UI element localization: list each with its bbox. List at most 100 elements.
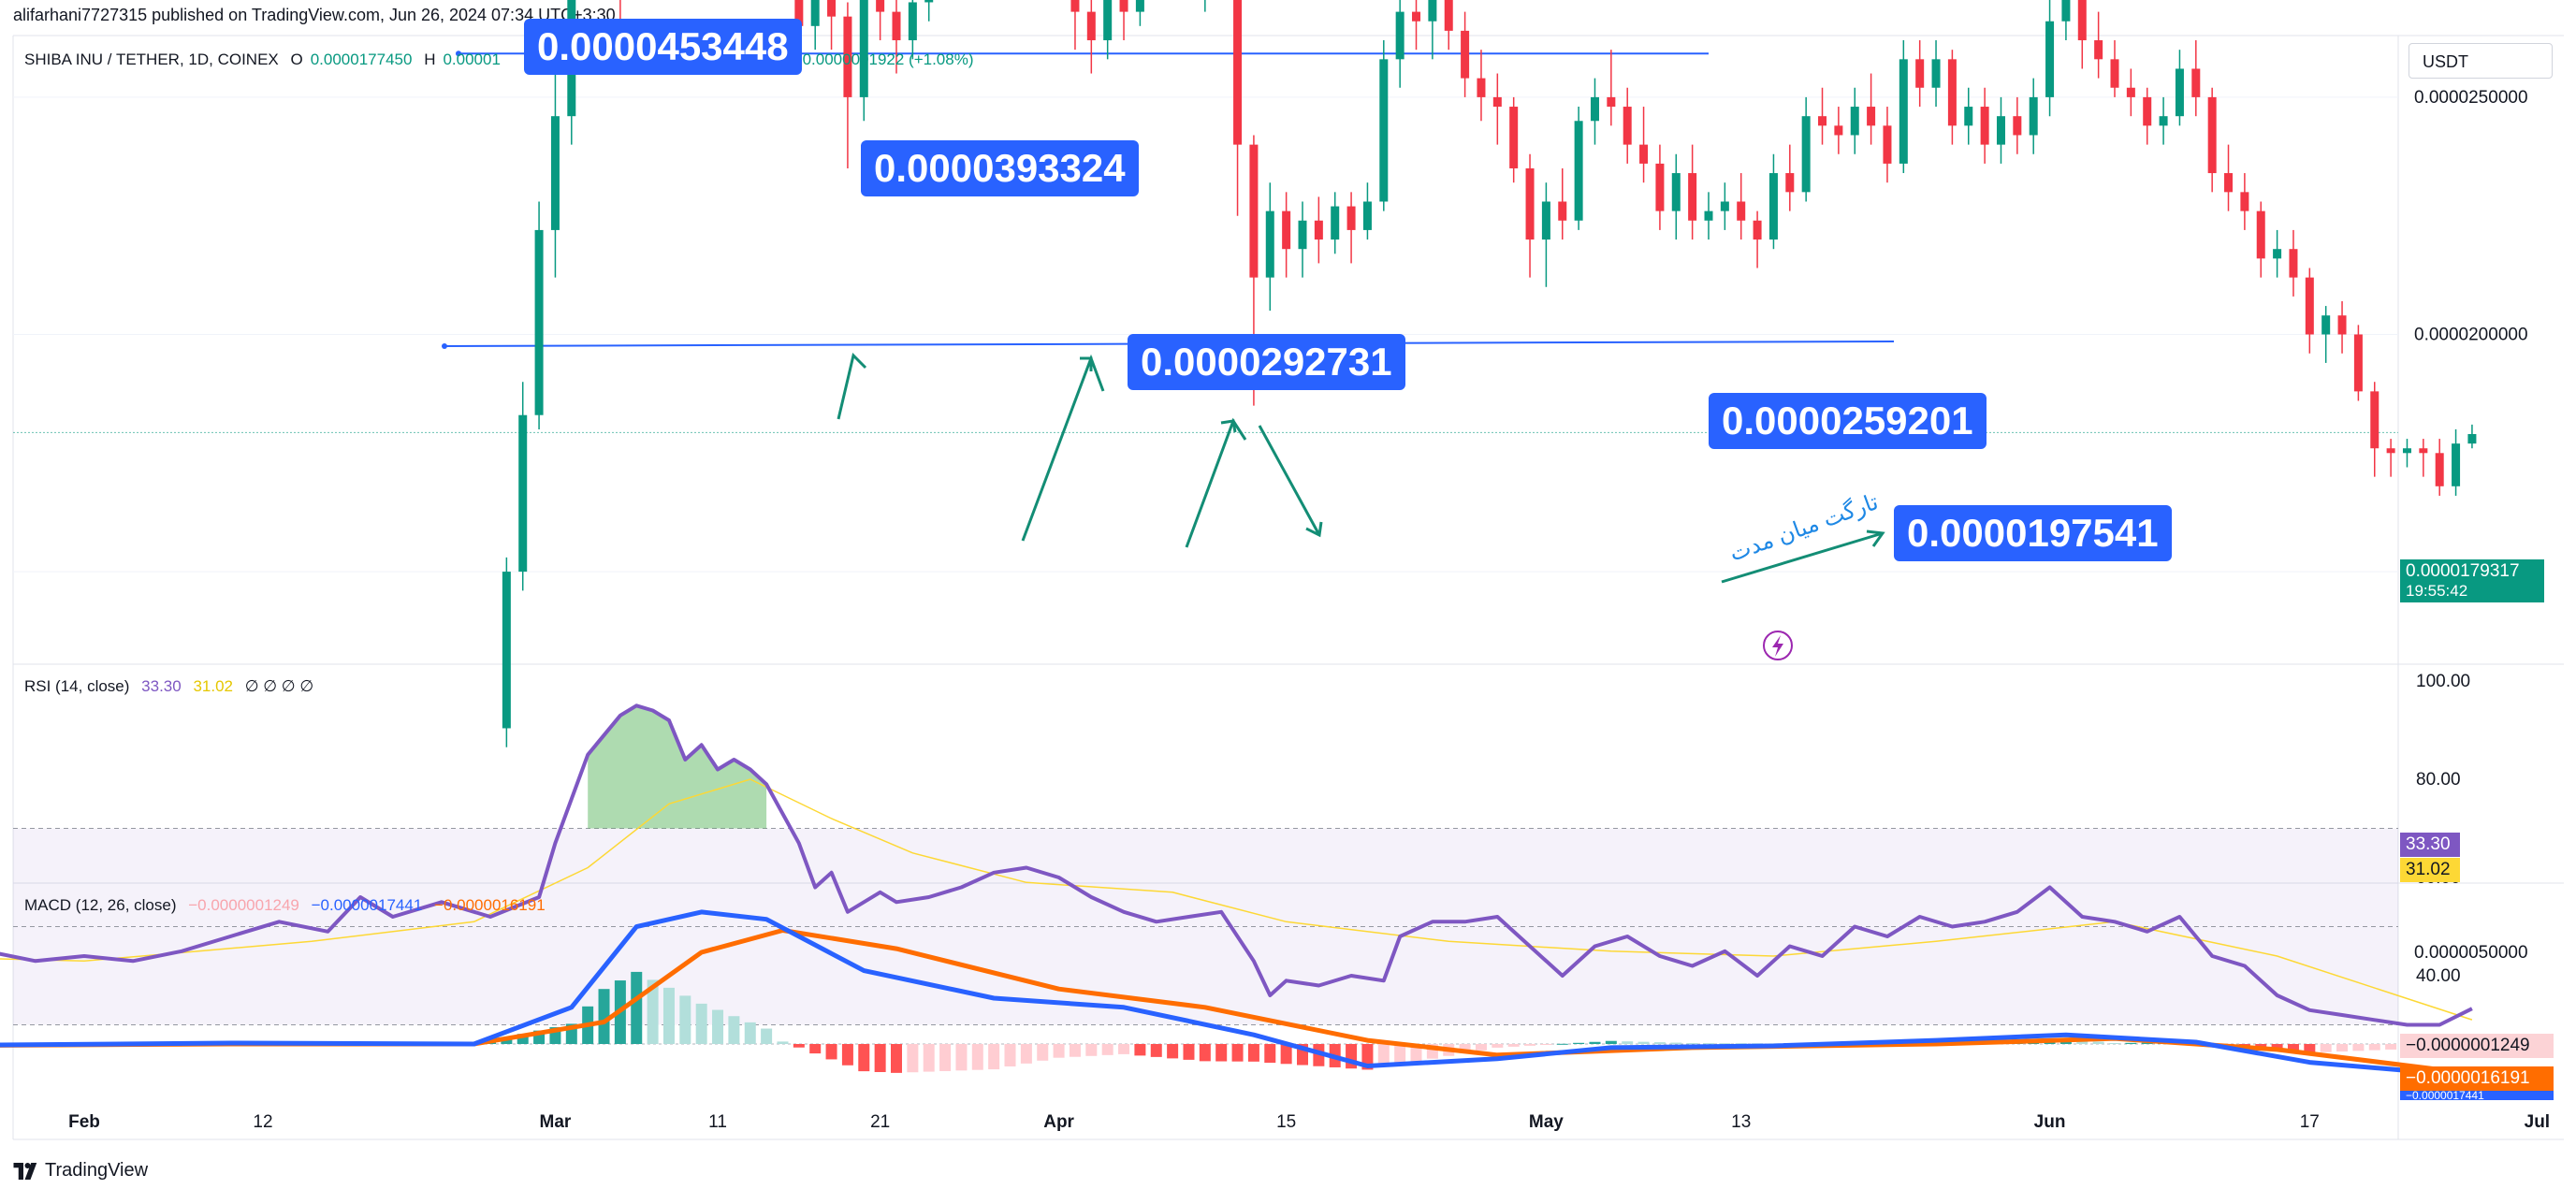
price-pill-0000393324[interactable]: 0.0000393324 [861, 140, 1139, 196]
macd-histogram-bar [1589, 1041, 1601, 1044]
macd-line [0, 909, 2473, 1079]
macd-histogram-bar [793, 1044, 805, 1048]
countdown-value: 19:55:42 [2406, 582, 2468, 600]
price-legend: SHIBA INU / TETHER, 1D, COINEX O 0.000017… [24, 51, 981, 69]
candle-body [2353, 334, 2363, 392]
candle-body [550, 116, 560, 230]
time-tick-label: 12 [253, 1112, 272, 1132]
rsi-tick-label: 40.00 [2416, 966, 2461, 986]
time-tick-label: Mar [540, 1112, 572, 1132]
time-tick-label: 13 [1731, 1112, 1751, 1132]
candle-body [1086, 11, 1096, 41]
macd-legend: MACD (12, 26, close) −0.0000001249 −0.00… [24, 896, 553, 915]
candle-body [2110, 59, 2119, 88]
candle-body [1119, 0, 1128, 12]
candle-body [2207, 96, 2217, 174]
rsi-overbought-fill [588, 705, 767, 829]
candle-body [1346, 206, 1356, 230]
candle-body [1362, 201, 1372, 230]
time-tick-label: 15 [1276, 1112, 1296, 1132]
change-value: +0.0000001922 (+1.08%) [793, 51, 974, 68]
high-label: H [424, 51, 436, 68]
candle-body [1753, 220, 1762, 240]
open-label: O [290, 51, 303, 68]
price-pill-0000259201[interactable]: 0.0000259201 [1709, 393, 1987, 449]
footer-brand: TradingView [13, 1160, 148, 1182]
macd-histogram-bar [955, 1044, 968, 1071]
candle-body [1233, 0, 1243, 145]
candle-body [1607, 96, 1616, 108]
macd-histogram-bar [1556, 1043, 1568, 1045]
macd-legend-name: MACD (12, 26, close) [24, 896, 177, 914]
candle-body [1915, 59, 1925, 88]
macd-histogram-bar [1264, 1044, 1276, 1064]
open-value: 0.0000177450 [310, 51, 413, 68]
macd-histogram-bar [971, 1044, 983, 1070]
candle-body [794, 0, 804, 26]
macd-value-label: −0.0000017441 [2400, 1091, 2554, 1100]
macd-histogram-bar [728, 1016, 740, 1044]
macd-histogram-bar [907, 1044, 919, 1073]
macd-histogram-bar [1475, 1044, 1487, 1051]
macd-histogram-bar [1183, 1044, 1195, 1060]
candle-body [2305, 277, 2314, 335]
candle-body [1509, 107, 1519, 168]
candle-body [1412, 11, 1421, 22]
candle-body [1964, 107, 1973, 126]
time-tick-label: Jun [2034, 1112, 2066, 1132]
candle-body [2289, 249, 2298, 278]
price-pill-0000292731[interactable]: 0.0000292731 [1128, 334, 1405, 390]
macd-histogram-bar [662, 987, 675, 1044]
candle-body [892, 11, 901, 41]
candle-body [1737, 201, 1746, 221]
candle-body [2029, 96, 2038, 136]
candle-body [2419, 448, 2428, 454]
candle-body [2159, 116, 2168, 126]
candle-body [1558, 201, 1567, 221]
time-tick-label: 11 [708, 1112, 727, 1132]
candle-body [1574, 121, 1583, 221]
macd-histogram-bar [1524, 1044, 1536, 1046]
candle-body [1477, 78, 1486, 97]
macd-histogram-bar [1377, 1044, 1390, 1067]
candle-body [2061, 0, 2071, 22]
candle-body [2094, 40, 2103, 60]
macd-histogram-bar [1150, 1044, 1162, 1057]
macd-histogram-bar [1020, 1044, 1032, 1064]
candle-body [2013, 116, 2022, 136]
macd-histogram-bar [1069, 1044, 1081, 1057]
published-line: alifarhani7727315 published on TradingVi… [13, 6, 616, 24]
lightning-icon[interactable] [1763, 631, 1793, 660]
macd-legend-value: −0.0000017441 [311, 896, 423, 914]
time-tick-label: Apr [1043, 1112, 1074, 1132]
price-gridlines [13, 96, 2398, 573]
macd-histogram-bar [1118, 1044, 1130, 1054]
macd-histogram-bar [647, 979, 659, 1044]
rsi-ma-legend-value: 31.02 [193, 677, 233, 695]
macd-histogram-bar [923, 1044, 935, 1072]
macd-histogram-bar [2141, 1042, 2153, 1044]
price-pill-0000197541[interactable]: 0.0000197541 [1894, 505, 2172, 561]
macd-histogram-bar [858, 1044, 870, 1072]
candle-body [1135, 0, 1144, 12]
price-pill-high[interactable]: 0.0000453448 [524, 19, 802, 75]
macd-histogram-bar [1719, 1043, 1731, 1045]
macd-histogram-bar [1703, 1043, 1714, 1045]
macd-histogram-bar [2304, 1044, 2316, 1053]
macd-histogram-bar [874, 1044, 886, 1072]
time-tick-label: 21 [870, 1112, 890, 1132]
macd-histogram-bar [712, 1009, 724, 1044]
candle-body [518, 414, 528, 573]
macd-histogram-bar [1101, 1044, 1113, 1055]
candle-body [2337, 315, 2347, 335]
candle-body [1899, 59, 1908, 164]
currency-selector[interactable]: USDT [2409, 43, 2553, 79]
macd-histogram-bar [744, 1022, 756, 1044]
time-tick-label: May [1529, 1112, 1564, 1132]
candle-body [2370, 391, 2380, 449]
candle-body [859, 0, 868, 97]
macd-histogram-bar [1004, 1044, 1016, 1066]
macd-panel: 0.0000050000 [0, 909, 2528, 1079]
candle-body [1639, 144, 1649, 164]
